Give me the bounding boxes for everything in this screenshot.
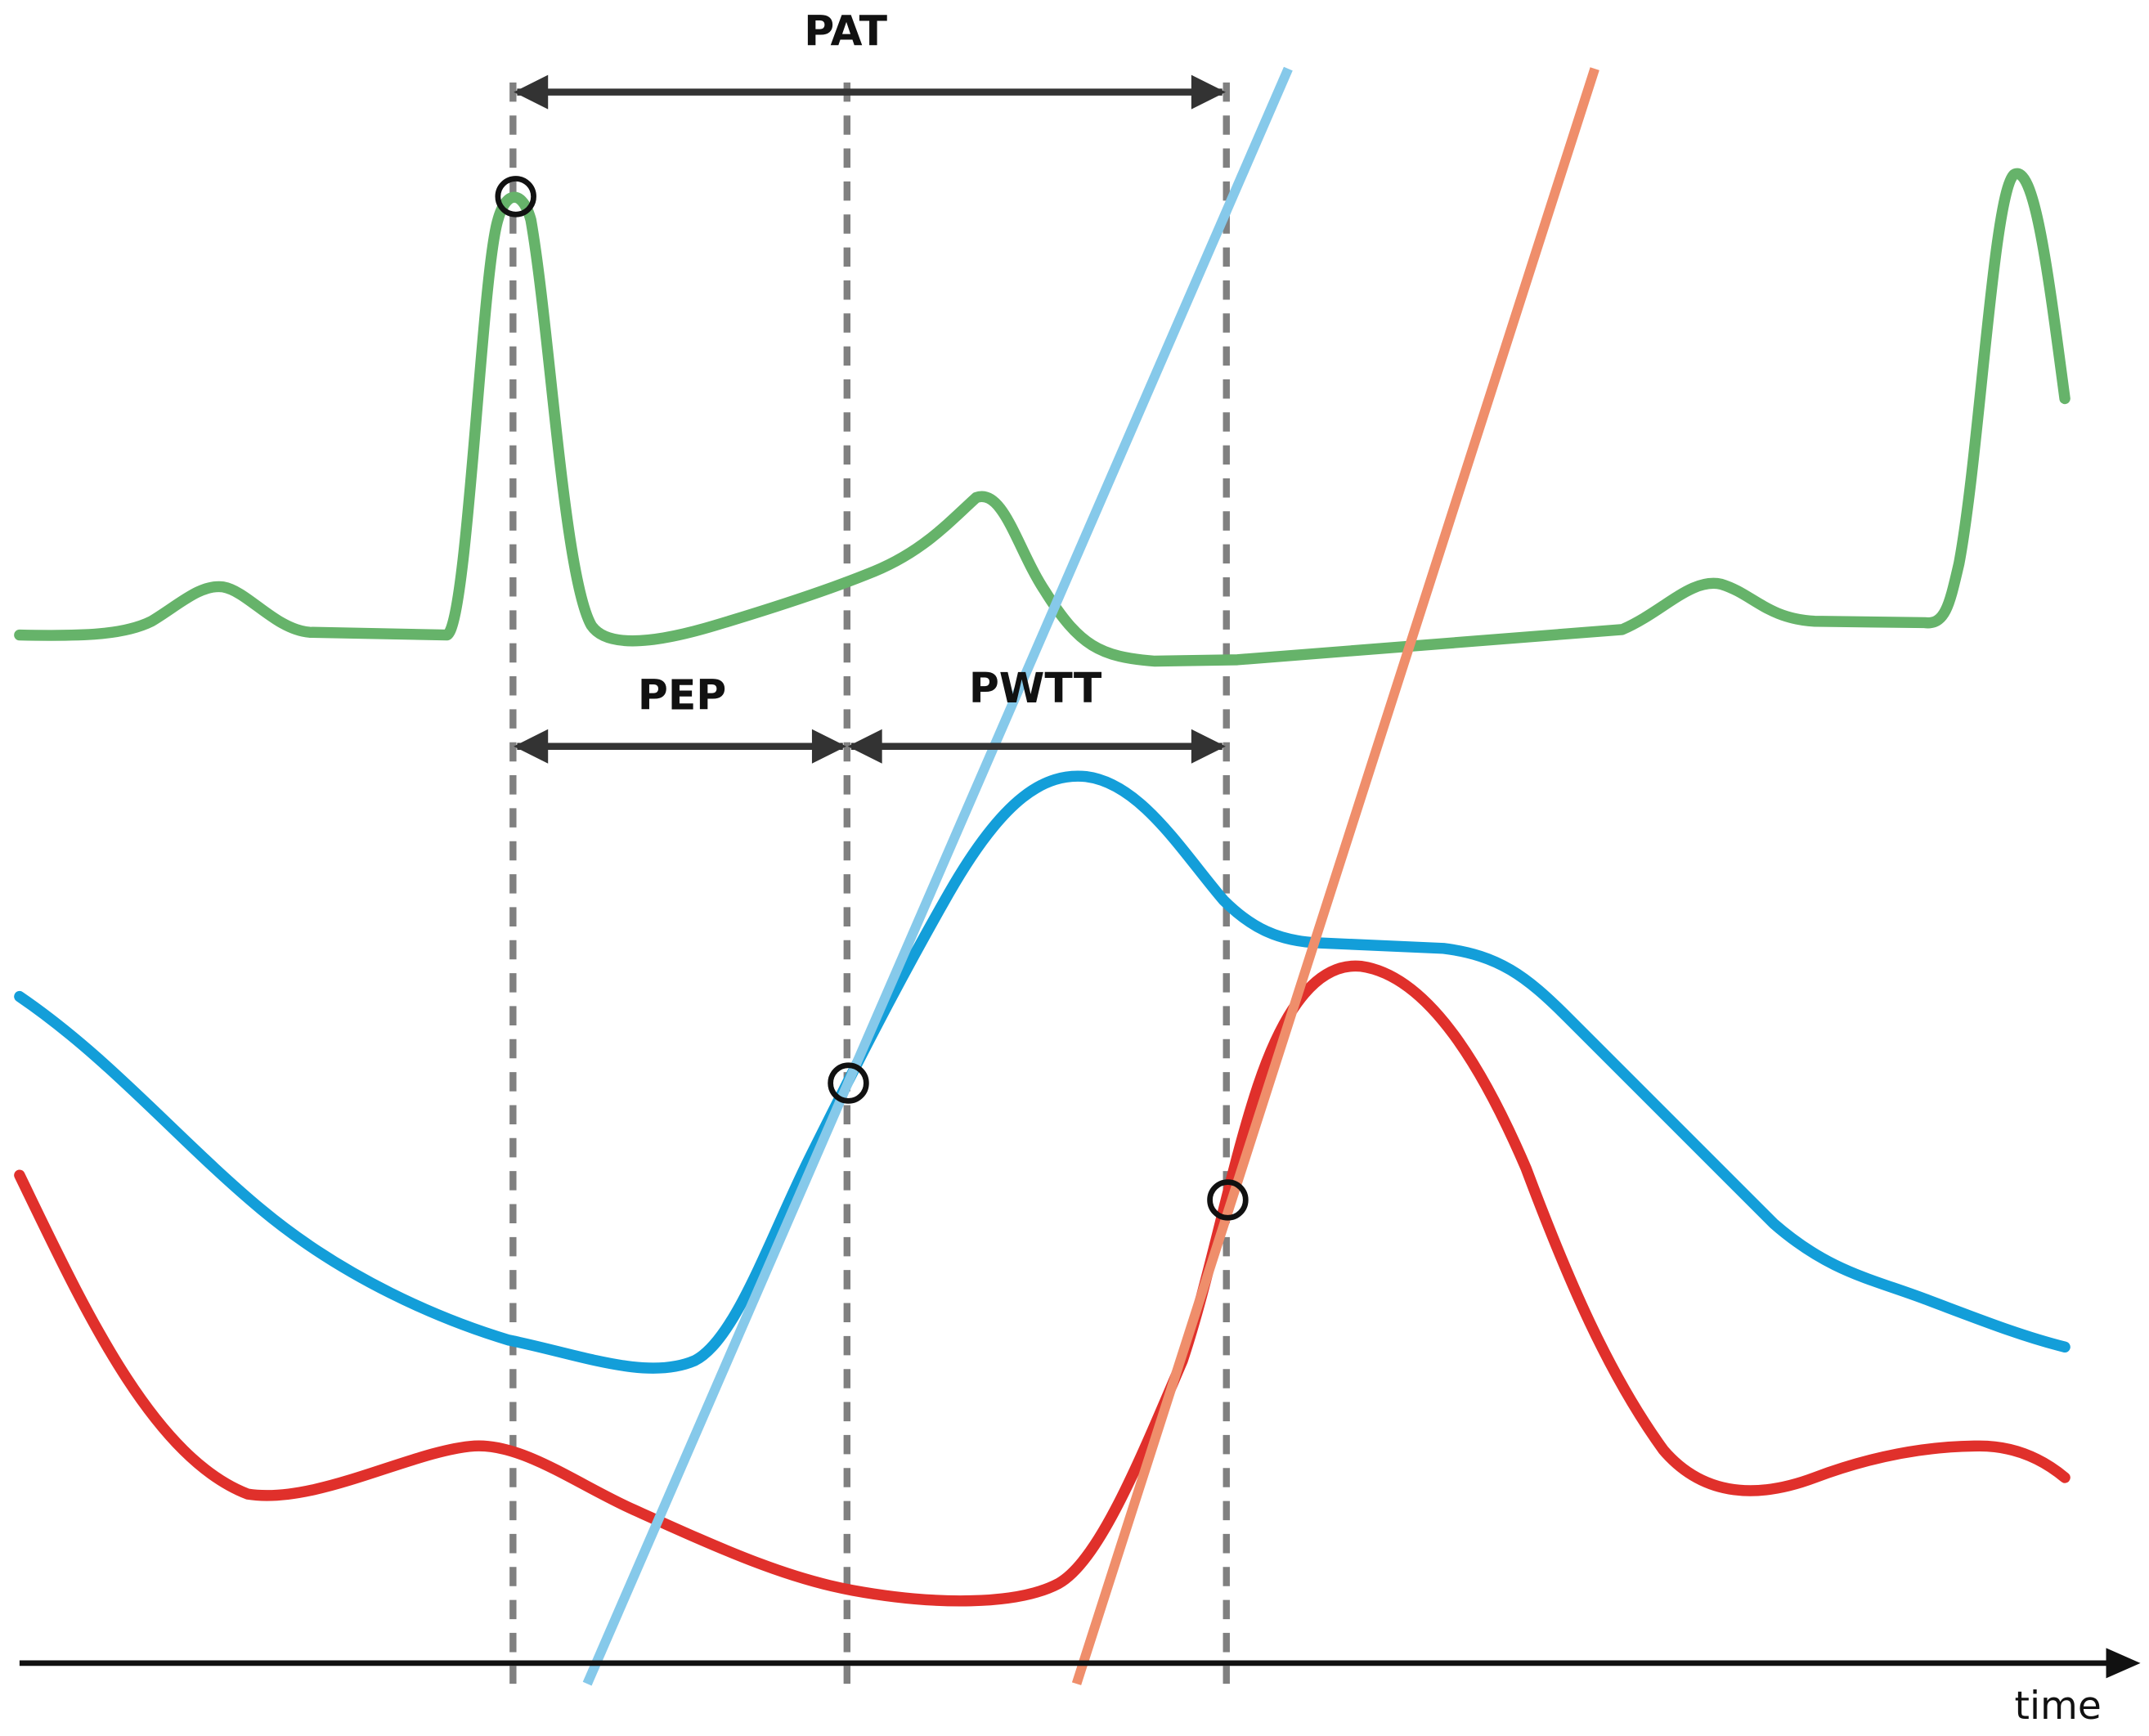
fiducial-point: [495, 176, 536, 218]
fiducial-point: [828, 1062, 869, 1104]
pep-label: PEP: [638, 671, 726, 719]
pwtt-label: PWTT: [969, 664, 1102, 712]
pat-label: PAT: [804, 7, 887, 56]
tangent-line: [1071, 67, 1599, 1685]
time-axis-arrow: [2106, 1648, 2141, 1679]
ecg-curve: [14, 168, 2070, 667]
ppg-curve-1: [14, 770, 2070, 1374]
time-label: time: [2015, 1684, 2102, 1729]
ppg-curve-2: [14, 960, 2070, 1607]
fiducial-point: [1207, 1179, 1249, 1221]
tangent-line: [582, 66, 1293, 1686]
